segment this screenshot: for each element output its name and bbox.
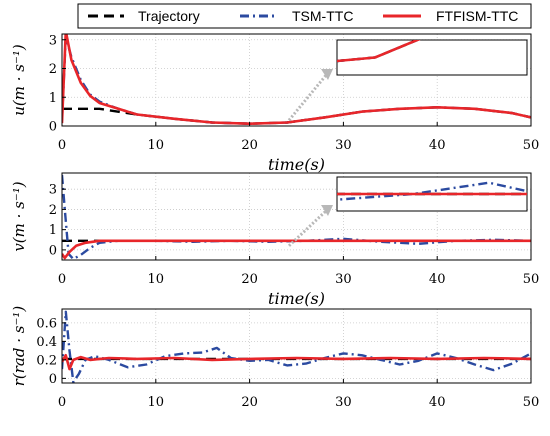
- y-tick-label: 0.2: [36, 353, 57, 368]
- y-tick-label: 3: [49, 33, 57, 48]
- x-tick-label: 30: [335, 395, 352, 410]
- y-tick-label: 3: [49, 183, 57, 198]
- x-tick-label: 10: [148, 272, 165, 287]
- y-tick-label: 0: [49, 243, 57, 258]
- inset-line-ftfism-ttc: [337, 192, 527, 196]
- legend-label-ftfism-ttc: FTFISM-TTC: [436, 8, 518, 24]
- x-tick-label: 0: [58, 395, 66, 410]
- zoom-arrow-head: [321, 205, 333, 216]
- y-axis-label: r(rad · s⁻¹): [10, 306, 28, 387]
- x-tick-label: 50: [523, 272, 540, 287]
- x-tick-label: 0: [58, 272, 66, 287]
- y-tick-label: 0: [49, 372, 57, 387]
- y-tick-label: 0.6: [36, 316, 57, 331]
- legend: Trajectory TSM-TTC FTFISM-TTC: [77, 3, 532, 29]
- y-tick-label: 1: [49, 91, 57, 106]
- series-group-v: [62, 174, 531, 260]
- y-tick-label: 0.4: [36, 335, 57, 350]
- zoom-arrow-head: [321, 69, 333, 80]
- y-axis-label: v(m · s⁻¹): [10, 181, 28, 251]
- series-group-u: [62, 34, 531, 125]
- x-axis-label: time(s): [268, 155, 325, 174]
- x-tick-label: 20: [241, 138, 258, 153]
- axes-box-u: [61, 33, 532, 127]
- x-tick-label: 10: [148, 395, 165, 410]
- y-tick-label: 2: [49, 203, 57, 218]
- y-tick-label: 0: [49, 120, 57, 135]
- series-line-ftfism-ttc: [62, 239, 531, 260]
- legend-label-tsm-ttc: TSM-TTC: [292, 8, 353, 24]
- x-tick-label: 50: [523, 138, 540, 153]
- series-line-ftfism-ttc: [62, 34, 531, 125]
- legend-label-trajectory: Trajectory: [138, 8, 200, 24]
- x-axis-label: time(s): [268, 289, 325, 308]
- x-tick-label: 40: [429, 395, 446, 410]
- legend-box: [77, 3, 532, 29]
- x-tick-label: 0: [58, 138, 66, 153]
- panel-u: 0 10 20 30 40 50 0 1 2 3 time(s) u(m · s⁻¹): [10, 33, 540, 174]
- panel-v: 0 10 20 30 40 50 0 1 2 3 time(s) v(m · s⁻¹): [10, 172, 540, 308]
- axes-box-v: [61, 172, 532, 261]
- panel-r: 0 10 20 30 40 50 0 0.2 0.4 0.6 r(rad · s⁻¹): [10, 306, 539, 410]
- x-tick-label: 20: [241, 395, 258, 410]
- x-tick-label: 10: [148, 138, 165, 153]
- y-tick-label: 1: [49, 223, 57, 238]
- y-axis-label: u(m · s⁻¹): [10, 44, 28, 116]
- x-tick-label: 50: [523, 395, 540, 410]
- x-tick-label: 30: [335, 138, 352, 153]
- x-tick-label: 20: [241, 272, 258, 287]
- series-line-tsm-ttc: [62, 310, 531, 383]
- x-tick-label: 40: [429, 272, 446, 287]
- zoom-inset-v: [287, 176, 528, 247]
- y-tick-label: 2: [49, 62, 57, 77]
- zoom-arrow-shaft: [287, 73, 329, 122]
- series-group-r: [62, 310, 531, 383]
- zoom-inset-u: [287, 39, 528, 122]
- series-line-ftfism-ttc: [62, 353, 531, 371]
- x-tick-label: 40: [429, 138, 446, 153]
- x-tick-label: 30: [335, 272, 352, 287]
- axes-box-r: [61, 308, 532, 384]
- zoom-arrow-shaft: [287, 208, 329, 247]
